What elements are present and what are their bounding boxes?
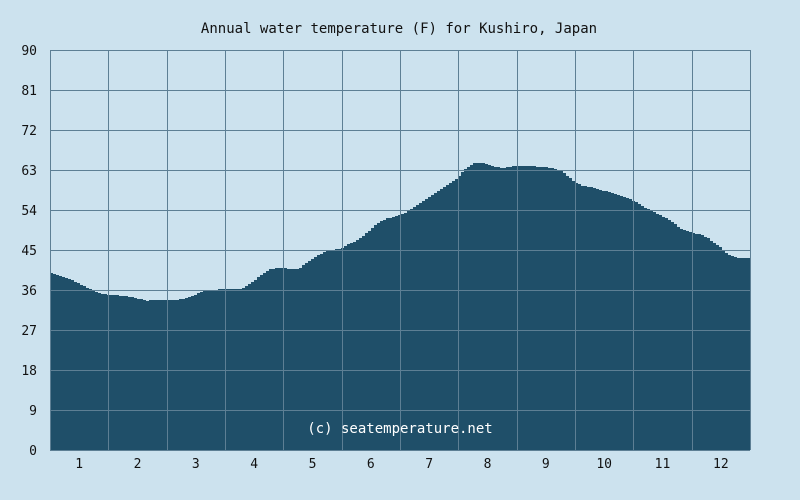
y-tick-label: 27	[21, 324, 37, 339]
y-tick-label: 0	[29, 444, 37, 459]
x-tick-label: 11	[655, 457, 671, 472]
x-tick-label: 3	[192, 457, 200, 472]
x-tick-label: 8	[484, 457, 492, 472]
watermark: (c) seatemperature.net	[307, 421, 492, 437]
x-tick-label: 1	[75, 457, 83, 472]
x-tick-label: 10	[596, 457, 612, 472]
y-tick-label: 81	[21, 84, 37, 99]
y-tick-label: 90	[21, 44, 37, 59]
x-axis-ticks: 1 2 3 4 5 6 7 8 9 10 11 12	[75, 457, 728, 472]
x-tick-label: 4	[250, 457, 258, 472]
y-tick-label: 63	[21, 164, 37, 179]
x-tick-label: 5	[309, 457, 317, 472]
y-tick-label: 9	[29, 404, 37, 419]
x-tick-label: 7	[425, 457, 433, 472]
y-tick-label: 54	[21, 204, 37, 219]
x-tick-label: 2	[134, 457, 142, 472]
x-tick-label: 9	[542, 457, 550, 472]
y-axis-ticks: 0 9 18 27 36 45 54 63 72 81 90	[21, 44, 37, 459]
y-tick-label: 36	[21, 284, 37, 299]
x-tick-label: 6	[367, 457, 375, 472]
x-tick-label: 12	[713, 457, 729, 472]
chart-title: Annual water temperature (F) for Kushiro…	[201, 21, 597, 37]
y-tick-label: 72	[21, 124, 37, 139]
y-tick-label: 45	[21, 244, 37, 259]
y-tick-label: 18	[21, 364, 37, 379]
grid-layer	[50, 50, 751, 451]
